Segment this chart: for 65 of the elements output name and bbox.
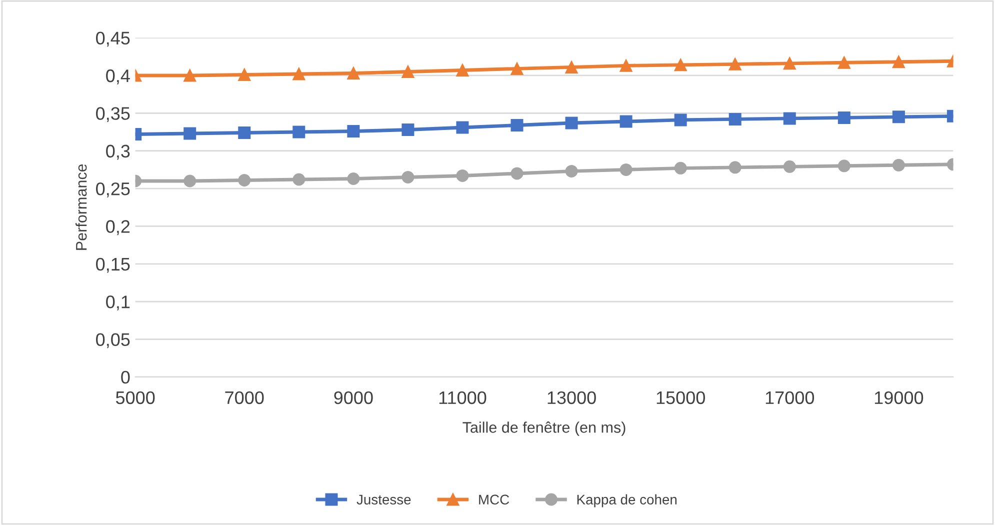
point [565,116,578,130]
point [347,66,360,80]
point [238,174,251,186]
point [565,60,578,74]
x-tick-label: 17000 [766,391,814,404]
legend-label: Kappa de cohen [577,494,677,508]
point [184,174,196,188]
point [674,58,687,72]
point [184,127,196,140]
y-tick-label: 0 [121,370,130,384]
point [347,172,360,185]
y-axis-title: Performance [76,164,87,250]
point [510,62,524,75]
x-tick-label: 15000 [656,391,705,404]
point [292,126,306,138]
point [838,56,850,69]
point [292,68,306,80]
y-tick-label: 0,35 [96,107,130,122]
point [402,170,414,184]
point [456,64,469,76]
y-tick-label: 0,2 [106,220,130,236]
point [892,110,905,124]
point [238,68,251,81]
point [783,112,796,125]
point [456,121,469,134]
legend-label: Justesse [356,494,411,505]
x-tick-label: 13000 [548,391,596,404]
point [892,56,905,68]
point [347,125,360,138]
x-tick-label: 7000 [225,391,264,404]
point [728,112,742,126]
point [456,169,469,182]
point [838,160,850,172]
x-tick-label: 11000 [439,391,486,404]
point [892,158,905,172]
point [783,160,796,173]
y-tick-label: 0,1 [106,296,130,310]
y-tick-label: 0,25 [96,182,130,198]
point [510,167,524,180]
y-tick-label: 0,4 [106,69,130,84]
point [292,173,306,186]
point [783,57,796,70]
point [184,69,196,82]
point [674,162,687,174]
y-tick-label: 0,15 [96,258,130,273]
point [838,111,850,124]
point [510,118,524,132]
x-tick-label: 5000 [116,391,155,404]
point [728,58,742,70]
point [402,65,414,78]
point [620,163,632,176]
y-tick-label: 0,45 [96,32,130,47]
point [238,126,251,140]
point [674,114,687,126]
point [620,115,632,128]
point [402,123,414,136]
x-tick-label: 19000 [874,391,924,404]
x-tick-label: 9000 [334,391,373,404]
x-axis-title: Taille de fenêtre (en ms) [462,422,626,436]
y-tick-label: 0,05 [96,333,130,348]
point [728,161,742,174]
y-tick-label: 0,3 [106,144,130,160]
legend-label: MCC [479,494,510,505]
point [620,59,632,72]
point [565,164,578,178]
